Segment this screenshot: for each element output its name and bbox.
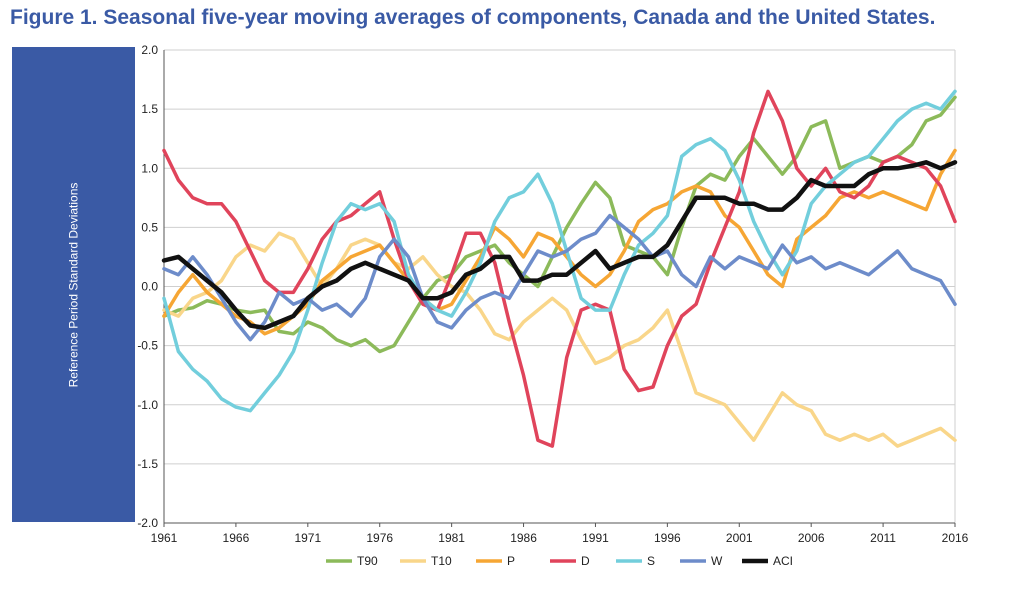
legend: T90 T10 P D S W ACI — [326, 554, 793, 568]
x-tick-label: 1981 — [438, 531, 465, 545]
y-tick-label: 1.5 — [141, 102, 158, 116]
x-tick-label: 2016 — [942, 531, 969, 545]
x-tick-label: 1991 — [582, 531, 609, 545]
x-tick-label: 1971 — [294, 531, 321, 545]
series-line-aci — [161, 160, 958, 331]
legend-label-p: P — [507, 554, 515, 568]
x-tick-labels: 1961 1966 1971 1976 1981 1986 1991 1996 2001 2006… — [151, 531, 969, 545]
y-tick-label: -0.5 — [137, 339, 158, 353]
y-tick-label: -2.0 — [137, 516, 158, 530]
y-tick-labels: 2.0 1.5 1.0 0.5 0.0 -0.5 -1.0 -1.5 -2.0 — [137, 43, 158, 530]
x-tick-label: 2006 — [798, 531, 825, 545]
series-line-w — [162, 213, 957, 342]
y-tick-label: -1.5 — [137, 457, 158, 471]
series-line-t90 — [162, 95, 957, 354]
x-tick-label: 2011 — [870, 531, 896, 545]
x-tick-label: 1961 — [151, 531, 178, 545]
grid-lines — [164, 49, 956, 524]
series-line-t10 — [162, 231, 957, 448]
series-lines — [161, 89, 958, 448]
y-tick-label: 2.0 — [141, 43, 158, 57]
x-tick-label: 2001 — [726, 531, 753, 545]
x-tick-label: 1966 — [223, 531, 250, 545]
legend-label-aci: ACI — [773, 554, 793, 568]
y-tick-label: 1.0 — [141, 161, 158, 175]
x-tick-label: 1976 — [366, 531, 393, 545]
y-axis-label-band: Reference Period Standard Deviations — [12, 47, 135, 522]
series-line-d — [162, 89, 957, 448]
legend-label-t10: T10 — [431, 554, 452, 568]
series-line-s — [162, 89, 957, 413]
figure-title: Figure 1. Seasonal five-year moving aver… — [10, 6, 936, 29]
legend-label-w: W — [711, 554, 723, 568]
legend-label-s: S — [647, 554, 655, 568]
legend-label-d: D — [581, 554, 590, 568]
y-tick-label: -1.0 — [137, 398, 158, 412]
axes — [163, 50, 956, 527]
legend-label-t90: T90 — [357, 554, 378, 568]
y-tick-label: 0.0 — [141, 280, 158, 294]
x-tick-label: 1996 — [654, 531, 681, 545]
y-tick-label: 0.5 — [141, 220, 158, 234]
x-tick-label: 1986 — [510, 531, 537, 545]
